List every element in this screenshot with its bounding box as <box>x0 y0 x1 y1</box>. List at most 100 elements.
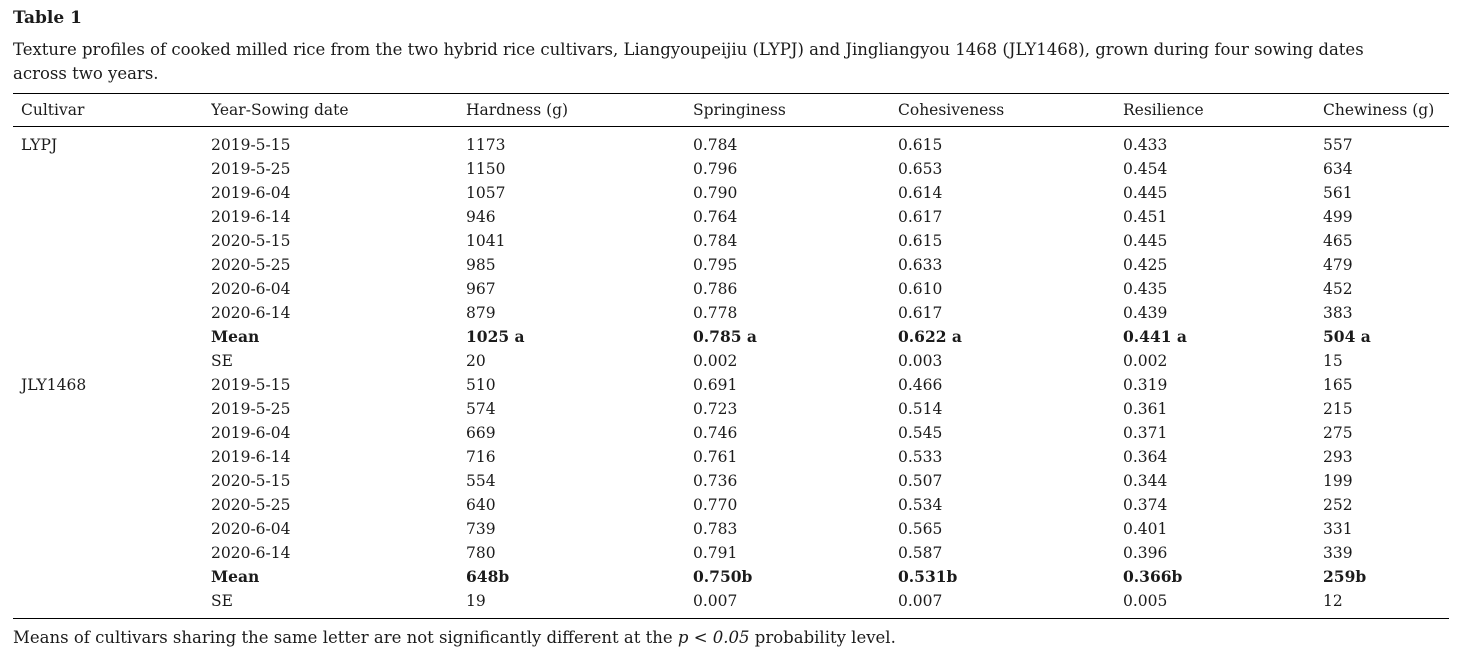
table-row: 2019-5-25 574 0.723 0.514 0.361 215 <box>13 397 1449 421</box>
table-row: 2020-5-15 1041 0.784 0.615 0.445 465 <box>13 229 1449 253</box>
table-cell: 2019-5-15 <box>211 136 291 154</box>
table-cell <box>13 253 211 277</box>
table-row: JLY1468 2019-5-15 510 0.691 0.466 0.319 165 <box>13 373 1449 397</box>
table-cell: 0.425 <box>1123 256 1168 274</box>
table-cell: 0.784 <box>693 232 738 250</box>
table-row: 2020-6-14 879 0.778 0.617 0.439 383 <box>13 301 1449 325</box>
table-cell: 2020-6-14 <box>211 304 291 322</box>
table-cell: 0.565 <box>898 520 943 538</box>
table-cell: 0.761 <box>693 448 738 466</box>
table-cell: 2020-5-15 <box>211 232 291 250</box>
table-cell: LYPJ <box>21 136 58 154</box>
table-cell: 0.344 <box>1123 472 1168 490</box>
table-cell: 0.433 <box>1123 136 1168 154</box>
table-cell: 0.750b <box>693 567 753 586</box>
table-cell: Mean <box>211 567 260 586</box>
table-cell: 0.361 <box>1123 400 1168 418</box>
table-row: SE 19 0.007 0.007 0.005 12 <box>13 589 1449 619</box>
table-cell: 0.319 <box>1123 376 1168 394</box>
table-cell: 2019-6-04 <box>211 184 291 202</box>
column-header: Cohesiveness <box>898 93 1123 127</box>
table-cell: 293 <box>1323 448 1353 466</box>
table-cell: 479 <box>1323 256 1353 274</box>
table-cell: 0.401 <box>1123 520 1168 538</box>
footnote-suffix: probability level. <box>749 628 896 647</box>
table-row: 2020-6-04 967 0.786 0.610 0.435 452 <box>13 277 1449 301</box>
table-cell: 0.514 <box>898 400 943 418</box>
table-row: Mean 648b 0.750b 0.531b 0.366b 259b <box>13 565 1449 589</box>
table-cell: 0.778 <box>693 304 738 322</box>
column-header: Hardness (g) <box>466 93 693 127</box>
table-cell: 1041 <box>466 232 506 250</box>
column-header: Chewiness (g) <box>1323 93 1449 127</box>
caption-line-1: Texture profiles of cooked milled rice f… <box>13 40 1364 59</box>
table-cell: 0.533 <box>898 448 943 466</box>
table-cell: 2019-6-14 <box>211 208 291 226</box>
table-cell: 946 <box>466 208 496 226</box>
table-cell: 0.396 <box>1123 544 1168 562</box>
table-row: 2019-6-14 946 0.764 0.617 0.451 499 <box>13 205 1449 229</box>
table-cell: 0.366b <box>1123 567 1183 586</box>
table-cell: 15 <box>1323 352 1343 370</box>
table-cell: 2020-5-25 <box>211 256 291 274</box>
table-cell: 339 <box>1323 544 1353 562</box>
table-cell: 0.445 <box>1123 184 1168 202</box>
table-row: Mean 1025 a 0.785 a 0.622 a 0.441 a 504 a <box>13 325 1449 349</box>
table-row: SE 20 0.002 0.003 0.002 15 <box>13 349 1449 373</box>
table-row: 2020-5-25 640 0.770 0.534 0.374 252 <box>13 493 1449 517</box>
table-row: 2020-6-14 780 0.791 0.587 0.396 339 <box>13 541 1449 565</box>
table-cell: 0.439 <box>1123 304 1168 322</box>
table-cell: 0.507 <box>898 472 943 490</box>
table-cell: 0.617 <box>898 304 943 322</box>
table-cell: 2020-5-15 <box>211 472 291 490</box>
table-cell: 0.451 <box>1123 208 1168 226</box>
table-cell: 199 <box>1323 472 1353 490</box>
table-cell: 0.736 <box>693 472 738 490</box>
table-cell: 0.764 <box>693 208 738 226</box>
table-cell: 0.622 a <box>898 327 962 346</box>
table-cell: 0.441 a <box>1123 327 1187 346</box>
table-cell: 0.783 <box>693 520 738 538</box>
table-cell: 19 <box>466 592 486 610</box>
table-cell: 2019-6-04 <box>211 424 291 442</box>
table-cell: 0.007 <box>898 592 943 610</box>
table-cell: 0.005 <box>1123 592 1168 610</box>
table-cell: SE <box>211 592 233 610</box>
table-cell: 0.610 <box>898 280 943 298</box>
table-cell: 0.435 <box>1123 280 1168 298</box>
table-cell: 0.445 <box>1123 232 1168 250</box>
table-cell: 1025 a <box>466 327 525 346</box>
table-cell: 0.723 <box>693 400 738 418</box>
table-cell: 275 <box>1323 424 1353 442</box>
table-cell: 499 <box>1323 208 1353 226</box>
table-cell: 574 <box>466 400 496 418</box>
table-cell <box>13 517 211 541</box>
table-cell: 557 <box>1323 136 1353 154</box>
table-cell: 0.002 <box>693 352 738 370</box>
table-cell <box>13 541 211 565</box>
table-cell: 465 <box>1323 232 1353 250</box>
table-cell: 780 <box>466 544 496 562</box>
table-cell: 0.795 <box>693 256 738 274</box>
table-cell: 452 <box>1323 280 1353 298</box>
table-cell: 0.691 <box>693 376 738 394</box>
table-cell: 0.002 <box>1123 352 1168 370</box>
table-cell: 1057 <box>466 184 506 202</box>
table-cell: 0.545 <box>898 424 943 442</box>
table-cell: 2020-6-14 <box>211 544 291 562</box>
table-cell <box>13 157 211 181</box>
table-row: 2020-5-15 554 0.736 0.507 0.344 199 <box>13 469 1449 493</box>
table-cell <box>13 325 211 349</box>
footnote: Means of cultivars sharing the same lett… <box>13 627 1449 649</box>
table-header-row: Cultivar Year-Sowing date Hardness (g) Spri… <box>13 93 1449 127</box>
table-cell: 0.791 <box>693 544 738 562</box>
table-cell <box>13 205 211 229</box>
table-cell: 2020-6-04 <box>211 280 291 298</box>
table-cell: 165 <box>1323 376 1353 394</box>
table-cell: 0.653 <box>898 160 943 178</box>
table-cell: 716 <box>466 448 496 466</box>
table-cell: 20 <box>466 352 486 370</box>
data-table: Cultivar Year-Sowing date Hardness (g) Spri… <box>13 93 1449 619</box>
table-cell: 554 <box>466 472 496 490</box>
